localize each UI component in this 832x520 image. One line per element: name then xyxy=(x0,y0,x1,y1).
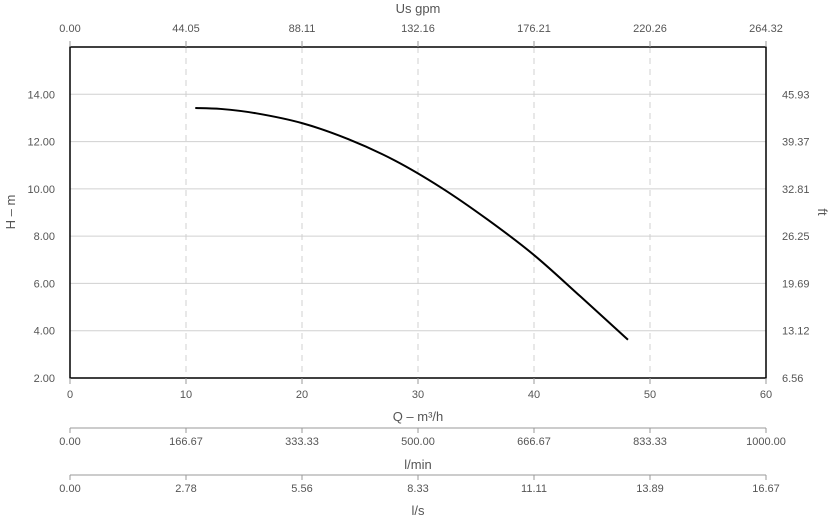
lmin-tick-label: 500.00 xyxy=(401,436,435,448)
ls-tick-label: 16.67 xyxy=(752,483,780,495)
y-tick-label: 6.00 xyxy=(34,278,55,290)
ls-tick-label: 2.78 xyxy=(175,483,196,495)
right-tick-label: 26.25 xyxy=(782,231,810,243)
x-tick-label: 60 xyxy=(760,389,772,401)
top-tick-label: 176.21 xyxy=(517,23,551,35)
lmin-tick-label: 333.33 xyxy=(285,436,319,448)
lmin-tick-label: 166.67 xyxy=(169,436,203,448)
series-layer xyxy=(195,107,629,341)
x-tick-label: 30 xyxy=(412,389,424,401)
ls-tick-label: 13.89 xyxy=(636,483,664,495)
right-tick-label: 6.56 xyxy=(782,373,803,385)
x-tick-label: 20 xyxy=(296,389,308,401)
ls-tick-label: 11.11 xyxy=(521,483,547,495)
ls-tick-label: 0.00 xyxy=(59,483,80,495)
right-tick-label: 32.81 xyxy=(782,184,810,196)
y-tick-label: 8.00 xyxy=(34,231,55,243)
y-tick-label: 2.00 xyxy=(34,373,55,385)
top-tick-label: 88.11 xyxy=(289,23,316,35)
y-tick-label: 4.00 xyxy=(34,326,55,338)
top-tick-label: 44.05 xyxy=(172,23,200,35)
right-tick-label: 39.37 xyxy=(782,137,810,149)
right-tick-label: 13.12 xyxy=(782,326,810,338)
grid-layer xyxy=(70,47,766,378)
ls-tick-label: 5.56 xyxy=(291,483,312,495)
lmin-tick-label: 666.67 xyxy=(517,436,551,448)
lmin-tick-label: 833.33 xyxy=(633,436,667,448)
right-tick-label: 19.69 xyxy=(782,278,810,290)
right-tick-label: 45.93 xyxy=(782,89,810,101)
lmin-axis-title: l/min xyxy=(404,457,431,472)
y-tick-label: 14.00 xyxy=(27,89,55,101)
right-axis-title: ft xyxy=(815,208,830,216)
x-axis-title: Q – m³/h xyxy=(393,409,444,424)
x-tick-label: 50 xyxy=(644,389,656,401)
top-tick-label: 264.32 xyxy=(749,23,783,35)
lmin-tick-label: 1000.00 xyxy=(746,436,786,448)
lmin-tick-label: 0.00 xyxy=(59,436,80,448)
ls-axis-title: l/s xyxy=(412,503,426,518)
y-axis-title: H – m xyxy=(3,195,18,230)
y-tick-label: 10.00 xyxy=(27,184,55,196)
x-tick-label: 10 xyxy=(180,389,192,401)
x-tick-label: 0 xyxy=(67,389,73,401)
top-tick-label: 220.26 xyxy=(633,23,667,35)
top-tick-label: 132.16 xyxy=(401,23,435,35)
y-tick-label: 12.00 xyxy=(27,137,55,149)
tick-layer: 0 0.00 10 44.05 20 88.11 30 132.16 40 176.21 50 220… xyxy=(27,23,809,495)
ls-tick-label: 8.33 xyxy=(407,483,428,495)
x-tick-label: 40 xyxy=(528,389,540,401)
series-line-pump-curve xyxy=(195,107,629,341)
top-tick-label: 0.00 xyxy=(59,23,80,35)
top-axis-title: Us gpm xyxy=(396,1,441,16)
